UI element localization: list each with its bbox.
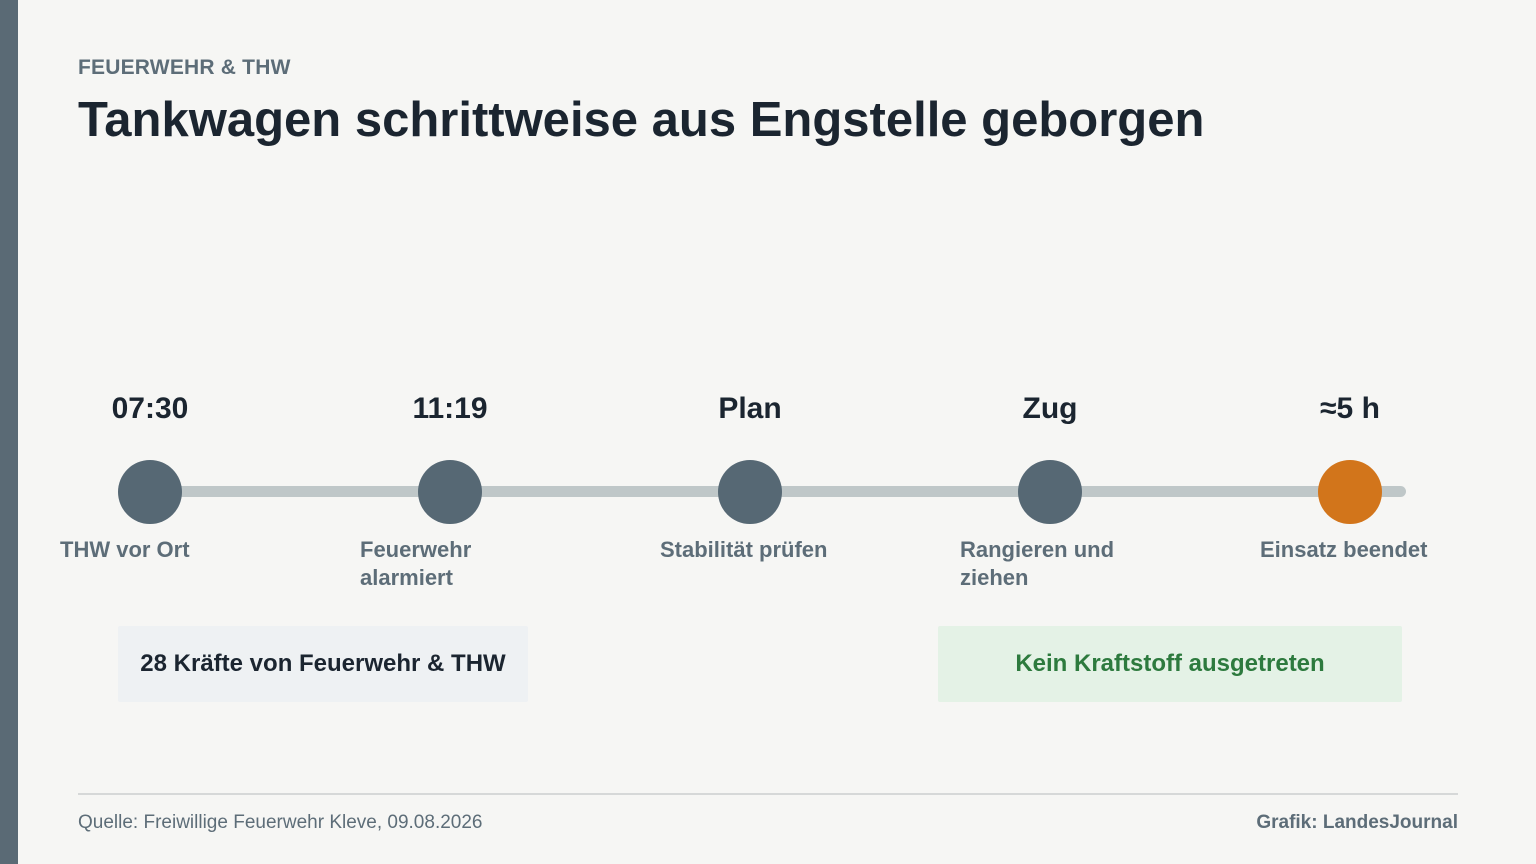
step-label: Feuerwehr alarmiert — [360, 537, 472, 590]
step-time: 07:30 — [111, 392, 189, 425]
step-label: Stabilität prüfen — [660, 537, 828, 562]
step-marker-final — [1318, 460, 1382, 524]
accent-bar — [0, 0, 18, 864]
step-label: Einsatz beendet — [1260, 537, 1428, 562]
crew-count-note: 28 Kräfte von Feuerwehr & THW — [118, 626, 528, 702]
step-marker — [118, 460, 182, 524]
page-title: Tankwagen schrittweise aus Engstelle geb… — [78, 93, 1205, 147]
step-time: 11:19 — [412, 392, 488, 425]
footer-divider — [78, 793, 1458, 795]
step-marker — [418, 460, 482, 524]
step-label: THW vor Ort — [60, 537, 190, 562]
kicker: FEUERWEHR & THW — [78, 56, 291, 79]
no-fuel-leak-note: Kein Kraftstoff ausgetreten — [938, 626, 1402, 702]
step-time: ≈5 h — [1320, 392, 1380, 425]
graphic-credit: Grafik: LandesJournal — [1256, 812, 1458, 833]
step-label: Rangieren und ziehen — [960, 537, 1115, 590]
step-time: Plan — [718, 392, 782, 425]
step-marker — [718, 460, 782, 524]
step-marker — [1018, 460, 1082, 524]
step-time: Zug — [1022, 392, 1078, 425]
source-line: Quelle: Freiwillige Feuerwehr Kleve, 09.… — [78, 812, 483, 833]
